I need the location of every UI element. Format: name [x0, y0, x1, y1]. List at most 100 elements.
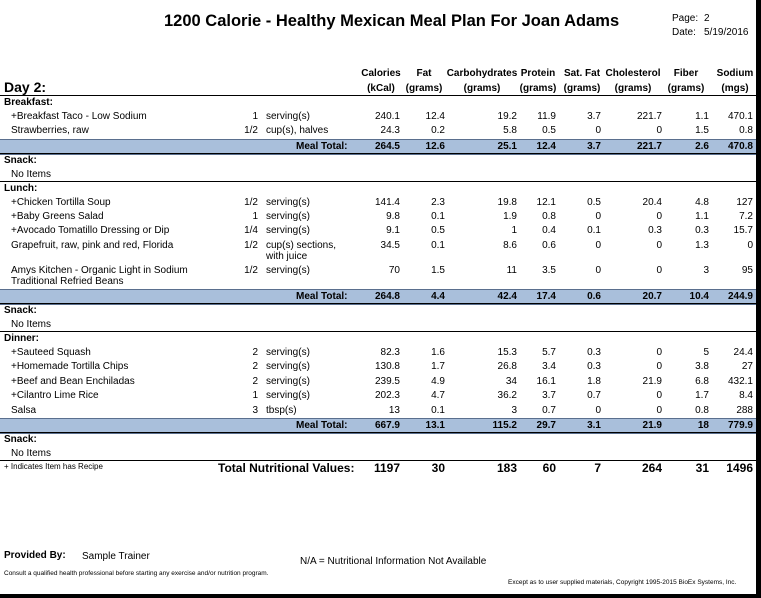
no-items-text: No Items [11, 319, 52, 330]
meal-total-value: 17.4 [536, 291, 556, 302]
no-items-text: No Items [11, 448, 52, 459]
serving-qty: 2 [252, 361, 258, 372]
serving-qty: 1/4 [244, 225, 258, 236]
nutrient-value: 0.3 [695, 225, 709, 236]
nutrient-value: 20.4 [642, 197, 662, 208]
nutrient-value: 0 [595, 125, 601, 136]
meal-total-label: Meal Total: [296, 420, 348, 431]
serving-unit: serving(s) [266, 197, 310, 208]
nutrient-value: 4.7 [431, 390, 445, 401]
grand-total-value: 1197 [373, 461, 400, 475]
nutrient-value: 3 [511, 405, 517, 416]
divider-line [0, 432, 756, 433]
nutrient-value: 0.1 [431, 405, 445, 416]
nutrient-value: 0.3 [587, 347, 601, 358]
nutrient-value: 1.1 [695, 211, 709, 222]
nutrient-value: 0 [595, 240, 601, 251]
column-header-unit: (grams) [563, 83, 601, 94]
nutrient-value: 70 [388, 265, 400, 276]
serving-qty: 1/2 [244, 125, 258, 136]
serving-unit: serving(s) [266, 390, 310, 401]
serving-unit: cup(s), halves [266, 125, 329, 136]
nutrient-value: 15.7 [733, 225, 753, 236]
meal-total-value: 25.1 [497, 141, 517, 152]
divider-line [0, 95, 756, 96]
food-name: Strawberries, raw [11, 125, 89, 136]
nutrient-value: 2.3 [431, 197, 445, 208]
date-label: Date: [672, 27, 696, 38]
nutrient-value: 432.1 [727, 376, 753, 387]
column-header-name: Carbohydrates [446, 68, 518, 79]
nutrient-value: 26.8 [497, 361, 517, 372]
food-item-row: +Cilantro Lime Rice 1 serving(s) 202.3 4.7 36… [0, 390, 756, 404]
copyright: Except as to user supplied materials, Co… [508, 579, 737, 586]
meal-total-label: Meal Total: [296, 141, 348, 152]
serving-unit: serving(s) [266, 361, 310, 372]
nutrient-value: 1.1 [695, 111, 709, 122]
meal-total-value: 10.4 [689, 291, 709, 302]
nutrient-value: 240.1 [374, 111, 400, 122]
nutrient-value: 95 [741, 265, 753, 276]
nutrient-value: 9.1 [386, 225, 400, 236]
food-name: +Homemade Tortilla Chips [11, 361, 129, 372]
nutrient-value: 127 [736, 197, 753, 208]
nutrient-value: 5.8 [503, 125, 517, 136]
nutrient-value: 202.3 [374, 390, 400, 401]
meal-section-label: Breakfast: [4, 97, 53, 108]
meal-total-value: 3.1 [587, 420, 601, 431]
food-item-row: Strawberries, raw 1/2 cup(s), halves 24.3 0.… [0, 125, 756, 139]
meal-total-value: 264.5 [374, 141, 400, 152]
meal-section-label: Snack: [4, 305, 37, 316]
nutrient-value: 13 [388, 405, 400, 416]
nutrient-value: 0.1 [431, 240, 445, 251]
meal-total-value: 12.6 [425, 141, 445, 152]
meal-section-label: Dinner: [4, 333, 39, 344]
page-number-label: Page: [672, 13, 699, 24]
food-name: Amys Kitchen - Organic Light in Sodium [11, 265, 188, 276]
nutrient-value: 0.5 [542, 125, 556, 136]
meal-section-label: Lunch: [4, 183, 38, 194]
meal-total-value: 244.9 [727, 291, 753, 302]
meal-total-value: 4.4 [431, 291, 445, 302]
nutrient-value: 34 [505, 376, 517, 387]
nutrient-value: 3.7 [542, 390, 556, 401]
grand-total-value: 31 [695, 461, 709, 475]
divider-line [0, 153, 756, 154]
nutrient-value: 1.5 [695, 125, 709, 136]
nutrient-value: 0.8 [739, 125, 753, 136]
serving-qty: 2 [252, 347, 258, 358]
food-item-row: +Baby Greens Salad 1 serving(s) 9.8 0.1 1.9 0.… [0, 211, 756, 235]
nutrient-value: 6.8 [695, 376, 709, 387]
food-name: +Avocado Tomatillo Dressing or Dip [11, 225, 170, 236]
food-name: +Beef and Bean Enchiladas [11, 376, 135, 387]
food-name: +Baby Greens Salad [11, 211, 104, 222]
grand-total-value: 264 [641, 461, 662, 475]
nutrient-value: 5 [703, 347, 709, 358]
nutrient-value: 4.8 [695, 197, 709, 208]
nutrient-value: 5.7 [542, 347, 556, 358]
column-header: Fiber (grams) [665, 66, 707, 96]
page-title: 1200 Calorie - Healthy Mexican Meal Plan… [164, 12, 620, 30]
nutrient-value: 0.1 [431, 211, 445, 222]
food-item-row: Amys Kitchen - Organic Light in Sodium Tr… [0, 265, 756, 289]
serving-unit: cup(s) sections, [266, 240, 337, 251]
meal-total-value: 115.2 [492, 420, 517, 431]
column-header: Calories (kCal) [353, 66, 409, 96]
meal-total-value: 667.9 [374, 420, 400, 431]
nutrient-value: 0.4 [542, 225, 556, 236]
nutrient-value: 4.9 [431, 376, 445, 387]
nutrient-value: 0 [595, 405, 601, 416]
column-header: Protein (grams) [518, 66, 558, 96]
column-header: Cholesterol (grams) [604, 66, 662, 96]
food-item-row: +Breakfast Taco - Low Sodium 1 serving(s) 2… [0, 111, 756, 125]
nutrient-value: 0 [656, 211, 662, 222]
nutrient-value: 3.5 [542, 265, 556, 276]
serving-qty: 2 [252, 376, 258, 387]
meal-total-value: 13.1 [425, 420, 445, 431]
meal-total-row: Meal Total: 667.9 13.1 115.2 29.7 3.1 21.9 18 77… [0, 418, 756, 434]
serving-unit: serving(s) [266, 225, 310, 236]
meal-section-label: Snack: [4, 434, 37, 445]
nutrient-value: 1 [511, 225, 517, 236]
nutrient-value: 0.3 [648, 225, 662, 236]
serving-qty: 1 [252, 390, 258, 401]
